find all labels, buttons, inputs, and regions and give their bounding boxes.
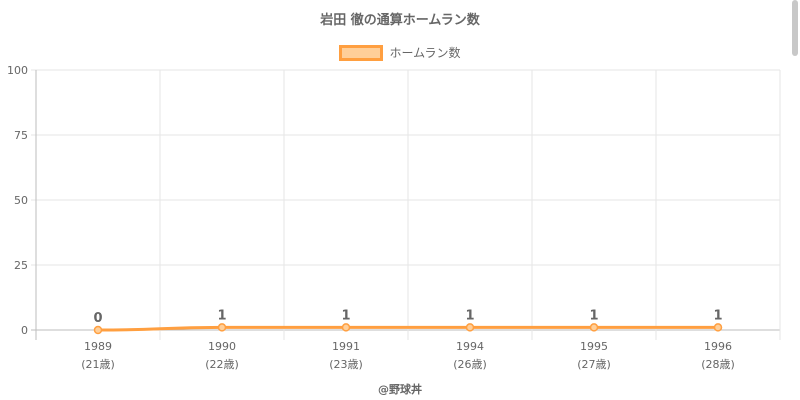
- x-tick-label: 1990: [208, 340, 236, 353]
- series-line: [96, 325, 720, 332]
- x-tick-label: 1996: [704, 340, 732, 353]
- data-point: [713, 323, 723, 332]
- x-tick-label: 1995: [580, 340, 608, 353]
- y-tick-label: 75: [14, 129, 28, 142]
- x-tick-sublabel: (27歳): [577, 358, 611, 371]
- scrollbar-thumb[interactable]: [792, 0, 798, 56]
- y-tick-label: 0: [21, 324, 28, 337]
- data-label: 1: [589, 308, 598, 323]
- x-tick-label: 1989: [84, 340, 112, 353]
- x-tick-sublabel: (23歳): [329, 358, 363, 371]
- x-tick-sublabel: (21歳): [81, 358, 115, 371]
- data-label: 1: [217, 308, 226, 323]
- data-point: [589, 323, 599, 332]
- legend-swatch: [339, 44, 384, 61]
- series-layer: [93, 323, 723, 335]
- credit-text: @野球丼: [378, 383, 422, 396]
- x-tick-sublabel: (28歳): [701, 358, 735, 371]
- label-layer: 0 1 1 1 1 1: [93, 308, 722, 326]
- data-label: 1: [341, 308, 350, 323]
- data-label: 1: [713, 308, 722, 323]
- x-tick-sublabel: (22歳): [205, 358, 239, 371]
- chart-title: 岩田 徹の通算ホームラン数: [320, 13, 480, 28]
- y-tick-label: 50: [14, 194, 28, 207]
- grid-layer: [31, 69, 781, 340]
- data-point: [465, 323, 475, 332]
- axis-layer: 0 25 50 75 100 1989 (21歳) 1990 (22歳) 1991 (23歳) 199…: [7, 64, 735, 371]
- legend-label: ホームラン数: [389, 46, 461, 60]
- y-tick-label: 100: [7, 64, 28, 77]
- y-tick-label: 25: [14, 259, 28, 272]
- data-label: 0: [93, 311, 102, 326]
- legend[interactable]: ホームラン数: [0, 44, 800, 61]
- data-point: [93, 325, 103, 335]
- x-tick-label: 1994: [456, 340, 484, 353]
- x-tick-label: 1991: [332, 340, 360, 353]
- data-point: [217, 323, 227, 332]
- x-tick-sublabel: (26歳): [453, 358, 487, 371]
- data-point: [341, 323, 351, 332]
- data-label: 1: [465, 308, 474, 323]
